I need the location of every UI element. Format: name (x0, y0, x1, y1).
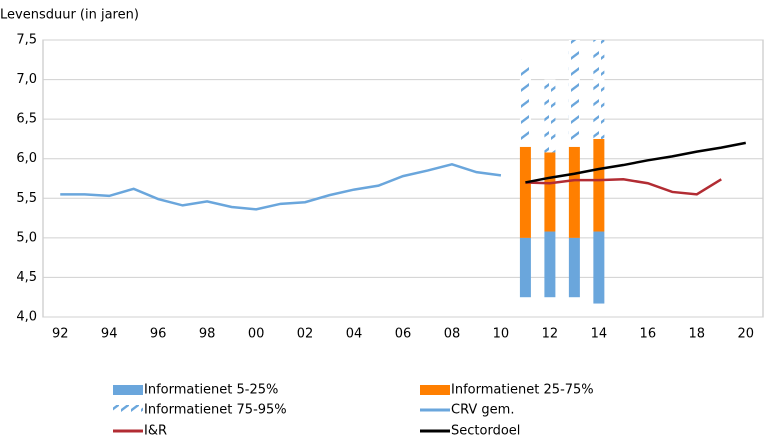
legend-swatch (113, 385, 143, 395)
x-tick-label: 06 (395, 327, 412, 342)
line-series (525, 178, 722, 196)
y-tick-label: 4,0 (16, 310, 37, 325)
legend-swatch (113, 405, 143, 415)
x-tick-label: 00 (248, 327, 265, 342)
legend-label: Sectordoel (451, 424, 520, 439)
x-tick-label: 16 (640, 327, 657, 342)
line-series (525, 141, 746, 184)
y-tick-label: 7,5 (16, 33, 37, 48)
y-tick-label: 5,0 (16, 230, 37, 245)
y-axis-label: Levensduur (in jaren) (0, 8, 139, 23)
y-tick-label: 7,0 (16, 72, 37, 87)
line-series (60, 162, 502, 211)
x-tick-label: 94 (101, 327, 118, 342)
legend-label: Informatienet 5-25% (144, 383, 278, 398)
x-tick-label: 98 (199, 327, 216, 342)
x-tick-label: 12 (542, 327, 559, 342)
x-tick-label: 14 (591, 327, 608, 342)
x-tick-label: 10 (493, 327, 510, 342)
x-tick-label: 08 (444, 327, 461, 342)
bar-segment (568, 40, 580, 147)
bar-segment (544, 231, 556, 298)
bar-segment (593, 40, 605, 139)
bar-segment (568, 237, 580, 298)
bar-segment (519, 59, 531, 147)
bar-segment (568, 146, 580, 238)
bar-segment (544, 79, 556, 153)
legend-label: Informatienet 25-75% (451, 383, 594, 398)
bar-segment (593, 138, 605, 232)
x-tick-label: 92 (52, 327, 69, 342)
legend-label: Informatienet 75-95% (144, 403, 287, 418)
bar-segment (593, 231, 605, 304)
y-tick-label: 5,5 (16, 191, 37, 206)
x-tick-label: 96 (150, 327, 167, 342)
legend-label: I&R (144, 424, 167, 439)
legend-label: CRV gem. (451, 403, 514, 418)
plot-frame (42, 39, 764, 318)
y-tick-label: 4,5 (16, 270, 37, 285)
x-tick-label: 02 (297, 327, 314, 342)
x-tick-label: 18 (689, 327, 706, 342)
x-tick-label: 04 (346, 327, 363, 342)
bar-segment (519, 237, 531, 298)
bar-segment (544, 152, 556, 232)
legend-swatch (420, 385, 450, 395)
y-tick-label: 6,0 (16, 151, 37, 166)
bar-segment (519, 146, 531, 238)
y-tick-label: 6,5 (16, 112, 37, 127)
x-tick-label: 20 (737, 327, 754, 342)
